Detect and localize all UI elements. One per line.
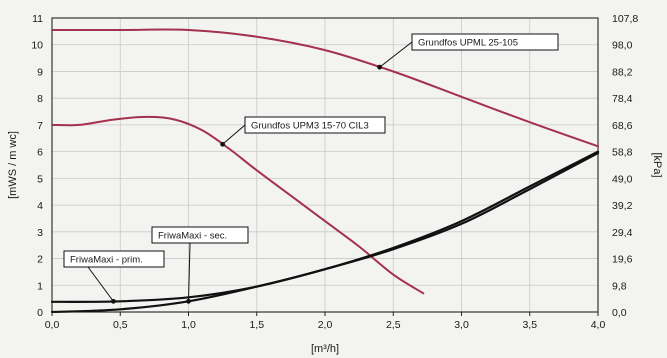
y-tick-label: 3	[37, 227, 43, 239]
series-line-1	[51, 28, 599, 148]
y-tick-label: 11	[32, 13, 43, 25]
y-tick-label: 6	[37, 147, 43, 159]
x-tick-label: 4,0	[591, 319, 606, 331]
x-tick-label: 2,0	[318, 319, 333, 331]
callout-box	[151, 226, 249, 244]
y2-tick-label: 58,8	[612, 147, 633, 159]
callout-1: Grundfos UPML 25-105	[377, 33, 559, 70]
callout-label: FriwaMaxi - prim.	[70, 255, 143, 266]
y-tick-label: 8	[37, 93, 43, 105]
callout-label: Grundfos UPML 25-105	[418, 38, 518, 49]
series-lines	[50, 28, 600, 314]
y2-tick-label: 49,0	[612, 173, 633, 185]
series-line-2	[51, 115, 425, 295]
callout-dot	[377, 64, 382, 70]
x-axis-label: [m³/h]	[311, 343, 339, 355]
callout-label: FriwaMaxi - sec.	[158, 231, 227, 242]
y2-tick-label: 68,6	[612, 120, 633, 132]
x-tick-label: 1,5	[249, 319, 264, 331]
series-line-4	[50, 150, 600, 314]
callout-3: FriwaMaxi - sec.	[151, 226, 249, 304]
callout-4: FriwaMaxi - prim.	[63, 250, 165, 304]
y2-tick-label: 39,2	[612, 200, 633, 212]
callout-box	[411, 33, 559, 51]
callout-leader	[379, 41, 413, 68]
x-tick-label: 0,0	[45, 319, 60, 331]
callout-leader	[87, 266, 114, 302]
y-tick-label: 0	[37, 307, 43, 319]
callout-leader	[222, 124, 246, 145]
x-tick-label: 0,5	[113, 319, 128, 331]
y2-tick-label: 107,8	[612, 13, 638, 25]
callout-box	[244, 116, 386, 134]
x-tick-label: 2,5	[386, 319, 401, 331]
grid	[51, 17, 599, 313]
x-tick-label: 3,5	[522, 319, 537, 331]
x-tick-label: 1,0	[181, 319, 196, 331]
callout-dot	[186, 298, 191, 304]
y2-tick-label: 78,4	[612, 93, 633, 105]
y2-axis-label: [kPa]	[651, 152, 663, 177]
y-tick-label: 1	[37, 280, 43, 292]
callout-2: Grundfos UPM3 15-70 CIL3	[220, 116, 386, 147]
y2-tick-label: 0,0	[612, 307, 627, 319]
x-tick-label: 3,0	[454, 319, 469, 331]
callout-box	[63, 250, 165, 268]
tick-labels: 0,0 0,5 1,0 1,5 2,0 2,5 3,0 3,5 4,0 0 1 2 3 4 5 6 7 8 9 10 1…	[31, 13, 638, 331]
callout-leader	[188, 242, 191, 302]
callout-dot	[220, 141, 226, 147]
y2-tick-label: 88,2	[612, 66, 633, 78]
y2-tick-label: 98,0	[612, 40, 633, 52]
callout-label: Grundfos UPM3 15-70 CIL3	[251, 121, 369, 132]
y2-tick-label: 9,8	[612, 280, 627, 292]
y-axis-label: [mWS / m wc]	[7, 131, 19, 199]
y-tick-label: 10	[31, 40, 43, 52]
y-tick-label: 7	[37, 120, 43, 132]
callouts: Grundfos UPML 25-105 Grundfos UPM3 15-70 …	[63, 33, 559, 304]
y2-tick-label: 29,4	[612, 227, 633, 239]
y-tick-label: 9	[37, 66, 43, 78]
y-tick-label: 5	[37, 173, 43, 185]
callout-dot	[111, 298, 116, 304]
y-tick-label: 2	[37, 254, 43, 266]
y2-tick-label: 19,6	[612, 254, 633, 266]
y-tick-label: 4	[37, 200, 43, 212]
